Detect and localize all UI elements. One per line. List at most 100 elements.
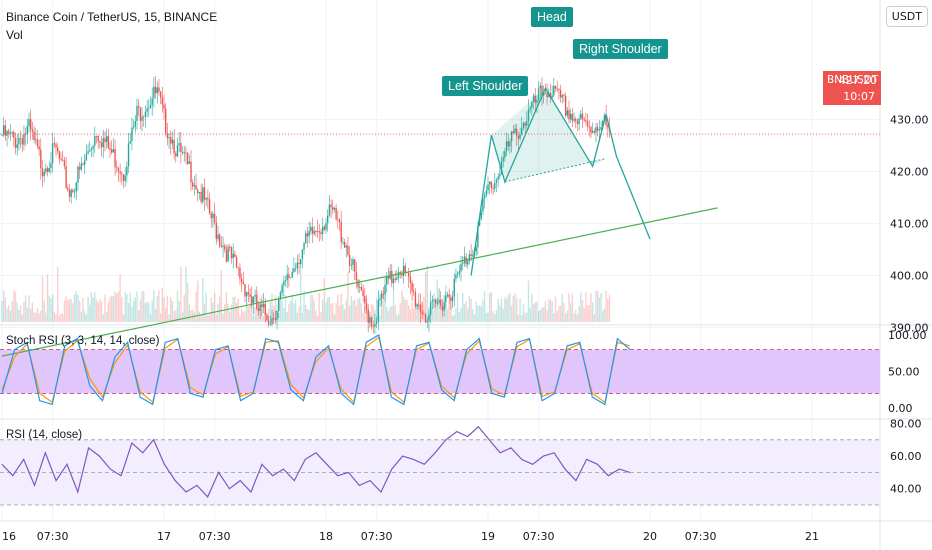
volume-bar [527,280,530,322]
candle-body [38,146,40,150]
volume-bar [333,314,336,322]
volume-bar [28,295,30,322]
candle-body [416,304,418,307]
candle-body [534,95,536,103]
candle-body [188,161,191,164]
candle-body [97,135,99,142]
candle-body [455,274,457,279]
volume-bar [198,311,201,322]
current-price-tag: BNBUSDT 427.20 10:07 [823,71,881,105]
candle-body [387,276,390,279]
candle-body [558,88,560,90]
volume-bar [423,296,425,322]
candle-body [82,163,84,165]
volume-bar [222,313,224,322]
candle-body [24,133,27,135]
candle-body [338,219,341,223]
volume-bar [35,313,37,322]
volume-bar [514,293,516,322]
volume-bar [431,306,434,322]
candle-body [102,138,104,148]
candle-body [596,127,599,131]
volume-bar [77,294,79,322]
candle-body [90,148,93,151]
candle-body [288,274,290,278]
candle-body [315,231,317,232]
volume-bar [183,294,185,322]
volume-bar [186,282,189,322]
candle-body [230,247,233,259]
candle-body [524,122,526,126]
volume-bar [132,301,135,322]
candle-body [68,189,71,197]
candle-body [316,231,319,232]
volume-bar [495,310,498,322]
volume-bar [70,299,72,322]
candle-body [207,197,209,200]
candle-body [507,141,509,147]
candle-body [504,151,506,158]
candle-body [16,144,18,148]
volume-bar [575,309,577,322]
volume-bar [465,301,467,322]
volume-bar [50,298,52,322]
volume-bar [176,290,179,322]
volume-bar [163,296,165,322]
candle-body [158,87,160,92]
volume-bar [144,302,147,322]
rsi-label[interactable]: RSI (14, close) [6,429,83,441]
volume-bar [239,315,241,322]
volume-bar [310,294,312,322]
volume-bar [379,314,381,322]
candle-body [521,127,523,135]
candle-body [203,187,206,200]
candle-body [232,253,234,259]
candle-body [428,314,430,322]
volume-bar [320,312,322,322]
candle-body [591,130,594,133]
candle-body [163,104,165,109]
volume-bar [104,294,106,322]
candle-body [470,254,472,256]
candle-body [234,253,236,257]
candle-body [252,296,255,304]
candle-body [571,113,574,121]
volume-bar [46,274,49,322]
candle-body [164,108,167,134]
volume-bar [288,303,290,322]
candle-body [156,87,158,94]
candle-body [202,187,204,202]
candle-body [143,116,145,118]
volume-bar [451,315,454,322]
volume-bar [240,308,243,322]
volume-bar [472,308,474,322]
candle-body [178,143,180,146]
volume-bar [488,293,491,322]
volume-bar [247,306,250,322]
candle-body [31,129,34,132]
candle-body [274,318,277,320]
candle-body [590,127,592,133]
currency-button[interactable]: USDT [885,6,928,27]
candle-body [407,273,410,277]
volume-bar [426,265,428,322]
candle-body [137,105,140,108]
stoch-rsi-label[interactable]: Stoch RSI (3, 3, 14, 14, close) [6,335,160,347]
volume-bar [326,297,329,322]
candle-body [18,138,20,145]
volume-bar [4,297,7,322]
volume-bar [384,293,386,322]
volume-label: Vol [6,28,23,42]
candle-body [537,88,540,100]
volume-bar [220,270,223,322]
candle-body [225,249,228,262]
candle-body [104,138,106,142]
volume-bar [499,305,501,322]
volume-bar [607,298,609,322]
candle-body [198,191,201,194]
volume-bar [38,312,40,322]
candle-body [468,254,471,262]
volume-bar [112,296,115,322]
volume-bar [175,310,177,322]
